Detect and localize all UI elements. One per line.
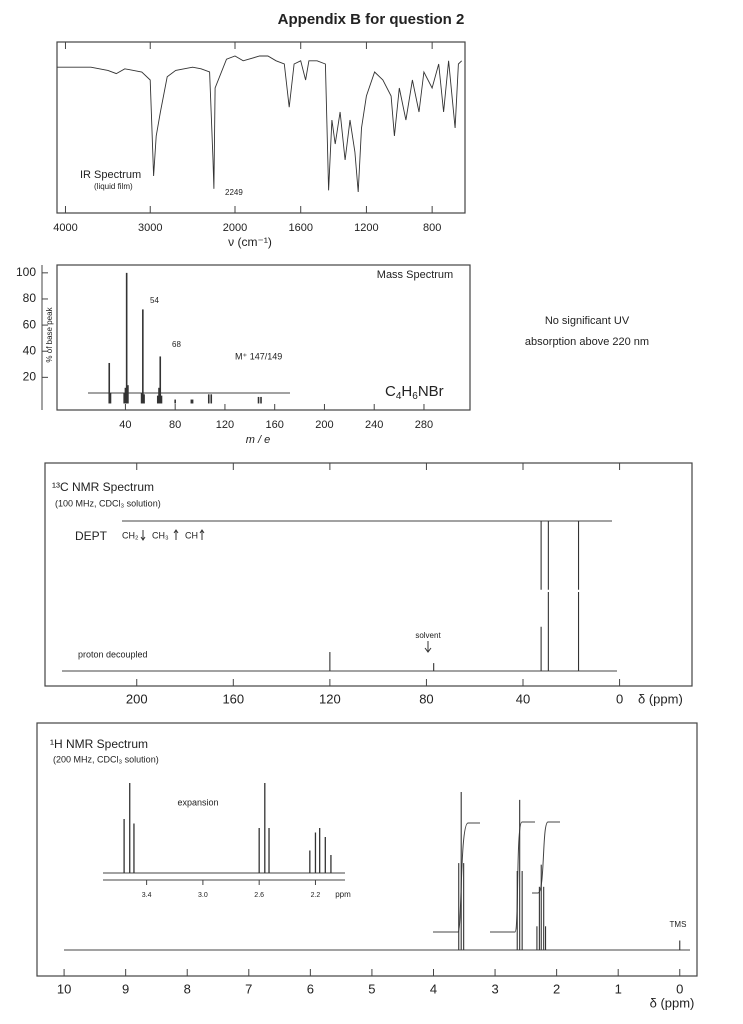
x-tick-label: 1200 [354,222,378,234]
spectrum-title: ¹³C NMR Spectrum [52,480,154,494]
x-tick-label: 2 [553,981,560,996]
y-tick-label: 60 [23,317,37,331]
formula: C4H6NBr [385,383,444,402]
uv-note: No significant UV [545,315,630,327]
c13-frame [44,462,693,687]
formula-part: 6 [412,391,418,402]
annotation: M⁺ 147/149 [235,351,282,361]
x-tick-label: 1 [615,981,622,996]
uv-note: absorption above 220 nm [525,336,649,348]
y-tick-label: 100 [16,265,36,279]
spectrum-title: Mass Spectrum [377,269,453,281]
x-tick-label: 120 [216,419,234,431]
inset-tick-label: 2.2 [311,892,321,899]
x-tick-label: 200 [126,691,148,706]
ir-frame [56,41,466,214]
spectrum-subtitle: (200 MHz, CDCl₃ solution) [53,754,159,764]
x-tick-label: 2000 [223,222,247,234]
x-tick-label: 160 [266,419,284,431]
x-tick-label: 3 [491,981,498,996]
inset-axis-label: ppm [335,890,351,899]
x-tick-label: 3000 [138,222,162,234]
x-axis-label: m / e [246,434,270,446]
annotation: TMS [670,920,687,929]
x-tick-label: 80 [169,419,181,431]
dept-arrows [140,529,205,541]
spectrum-title: IR Spectrum [80,169,141,181]
x-axis-label: ν (cm⁻¹) [228,235,272,249]
inset-tick-label: 3.4 [142,892,152,899]
x-tick-label: 10 [57,981,71,996]
annotation: 2249 [225,188,243,197]
y-tick-label: 20 [23,370,37,384]
y-axis-label: % of base peak [45,306,54,362]
x-tick-label: 800 [423,222,441,234]
x-tick-label: 80 [419,691,433,706]
spectrum-subtitle: (100 MHz, CDCl₃ solution) [55,498,161,508]
x-tick-label: 120 [319,691,341,706]
spectrum-subtitle: (liquid film) [94,182,133,191]
inset-tick-label: 2.6 [254,892,264,899]
ir-trace [57,55,463,193]
x-tick-label: 160 [222,691,244,706]
x-tick-label: 40 [516,691,530,706]
formula-part: NBr [418,383,444,400]
formula-part: H [401,383,412,400]
x-tick-label: 8 [184,981,191,996]
formula-part: 4 [396,391,402,402]
formula-part: C [385,383,396,400]
annotation: 54 [150,296,159,305]
solvent-arrow [424,641,432,653]
annotation: solvent [415,631,441,640]
x-tick-label: 1600 [288,222,312,234]
x-tick-label: 40 [119,419,131,431]
x-tick-label: 240 [365,419,383,431]
x-tick-label: 280 [415,419,433,431]
x-axis-label: δ (ppm) [650,995,695,1010]
ms-frame [56,264,471,411]
series-label: proton decoupled [78,649,148,659]
x-tick-label: 6 [307,981,314,996]
x-tick-label: 4000 [53,222,77,234]
x-tick-label: 0 [676,981,683,996]
x-tick-label: 200 [315,419,333,431]
h1-frame [36,722,698,977]
page-title: Appendix B for question 2 [278,11,465,28]
x-axis-label: δ (ppm) [638,691,683,706]
dept-legend: CH₃ [152,530,169,540]
series-label: DEPT [75,529,108,543]
dept-legend: CH₂ [122,530,139,540]
spectrum-title: ¹H NMR Spectrum [50,737,148,751]
inset-title: expansion [177,797,218,807]
x-tick-label: 7 [245,981,252,996]
x-tick-label: 9 [122,981,129,996]
y-tick-label: 40 [23,343,37,357]
inset-tick-label: 3.0 [198,892,208,899]
x-tick-label: 5 [368,981,375,996]
y-tick-label: 80 [23,291,37,305]
dept-legend: CH [185,530,198,540]
annotation: 68 [172,340,181,349]
x-tick-label: 4 [430,981,437,996]
x-tick-label: 0 [616,691,623,706]
